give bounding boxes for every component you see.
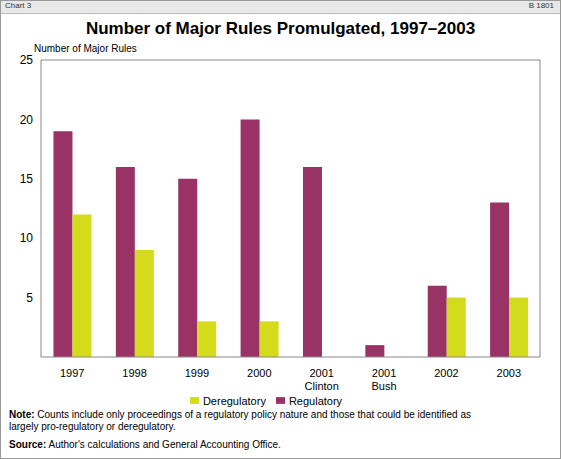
- svg-text:15: 15: [20, 172, 34, 186]
- svg-text:5: 5: [26, 291, 33, 305]
- html-text:Note: Counts include only proc: Note: Counts include only proceedings of…: [9, 409, 471, 432]
- html-text:Deregulatory: Deregulatory: [202, 395, 266, 407]
- html-text:B 1801: B 1801: [528, 1, 554, 10]
- svg-text:2001Clinton: 2001Clinton: [305, 367, 339, 392]
- svg-text:1999: 1999: [185, 367, 209, 379]
- svg-text:1998: 1998: [122, 367, 146, 379]
- svg-text:2001Bush: 2001Bush: [372, 367, 397, 392]
- html-text:Source: Author's calculations: Source: Author's calculations and Genera…: [9, 439, 281, 450]
- svg-text:2003: 2003: [497, 367, 521, 379]
- svg-text:1997: 1997: [60, 367, 84, 379]
- svg-text:2002: 2002: [434, 367, 458, 379]
- svg-text:2000: 2000: [247, 367, 271, 379]
- html-text:Regulatory: Regulatory: [288, 395, 343, 407]
- svg-text:25: 25: [20, 53, 34, 67]
- html-text:Number of Major Rules Promulga: Number of Major Rules Promulgated, 1997–…: [85, 19, 476, 38]
- svg-text:10: 10: [20, 231, 34, 245]
- html-text:Chart 3: Chart 3: [5, 1, 32, 10]
- svg-text:20: 20: [20, 113, 34, 127]
- html-text:Number of Major Rules: Number of Major Rules: [34, 43, 137, 54]
